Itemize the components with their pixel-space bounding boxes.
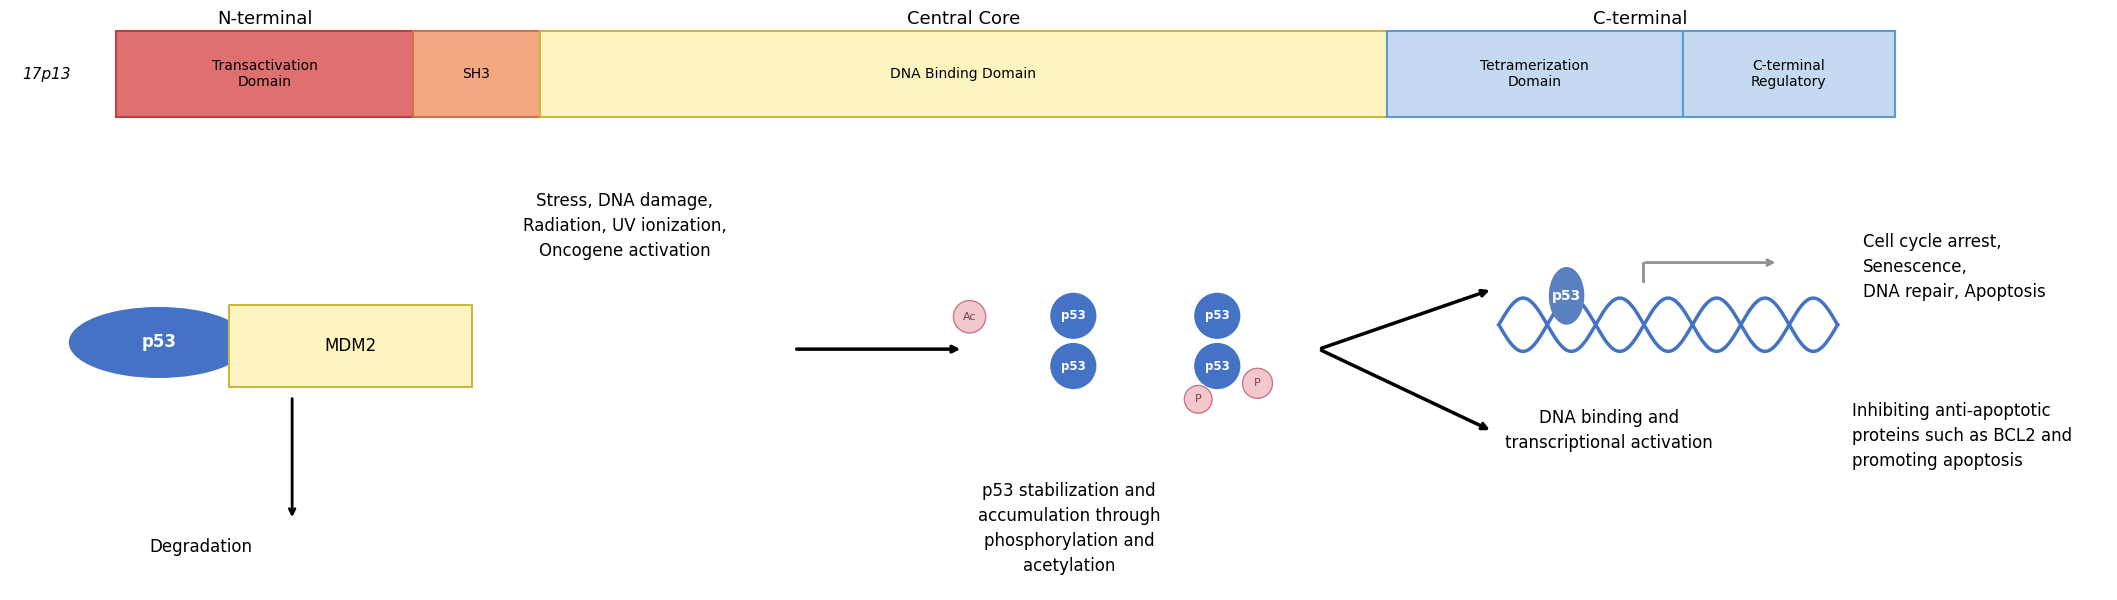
Text: DNA binding and
transcriptional activation: DNA binding and transcriptional activati…: [1505, 409, 1713, 452]
Ellipse shape: [68, 307, 250, 378]
Ellipse shape: [953, 301, 987, 333]
Text: Tetramerization
Domain: Tetramerization Domain: [1480, 59, 1590, 89]
Ellipse shape: [1183, 385, 1213, 413]
Text: Central Core: Central Core: [906, 10, 1020, 28]
Ellipse shape: [1194, 293, 1241, 339]
Ellipse shape: [1050, 343, 1097, 389]
Text: P: P: [1194, 394, 1202, 404]
FancyBboxPatch shape: [116, 31, 413, 117]
Text: Transactivation
Domain: Transactivation Domain: [212, 59, 318, 89]
Text: Cell cycle arrest,
Senescence,
DNA repair, Apoptosis: Cell cycle arrest, Senescence, DNA repai…: [1863, 233, 2045, 301]
FancyBboxPatch shape: [229, 305, 472, 387]
Text: SH3: SH3: [462, 67, 491, 81]
Ellipse shape: [1550, 267, 1584, 325]
Text: C-terminal
Regulatory: C-terminal Regulatory: [1751, 59, 1827, 89]
Text: 17p13: 17p13: [23, 67, 70, 82]
Text: p53: p53: [1205, 310, 1230, 322]
Text: Ac: Ac: [963, 312, 976, 322]
Text: p53: p53: [1552, 289, 1581, 303]
Text: p53: p53: [1061, 359, 1086, 373]
Text: p53: p53: [142, 334, 176, 352]
Text: N-terminal: N-terminal: [216, 10, 313, 28]
Text: Stress, DNA damage,
Radiation, UV ionization,
Oncogene activation: Stress, DNA damage, Radiation, UV ioniza…: [523, 191, 726, 260]
Ellipse shape: [1194, 343, 1241, 389]
Text: Inhibiting anti-apoptotic
proteins such as BCL2 and
promoting apoptosis: Inhibiting anti-apoptotic proteins such …: [1852, 402, 2073, 470]
Text: Degradation: Degradation: [150, 538, 252, 556]
Ellipse shape: [1050, 293, 1097, 339]
Text: p53: p53: [1061, 310, 1086, 322]
FancyBboxPatch shape: [1387, 31, 1683, 117]
Ellipse shape: [1243, 368, 1272, 398]
Text: C-terminal: C-terminal: [1594, 10, 1687, 28]
FancyBboxPatch shape: [540, 31, 1387, 117]
Text: p53 stabilization and
accumulation through
phosphorylation and
acetylation: p53 stabilization and accumulation throu…: [978, 482, 1160, 575]
FancyBboxPatch shape: [413, 31, 540, 117]
Text: p53: p53: [1205, 359, 1230, 373]
Text: MDM2: MDM2: [324, 337, 377, 355]
Text: DNA Binding Domain: DNA Binding Domain: [891, 67, 1035, 81]
Text: P: P: [1253, 379, 1262, 388]
FancyBboxPatch shape: [1683, 31, 1895, 117]
